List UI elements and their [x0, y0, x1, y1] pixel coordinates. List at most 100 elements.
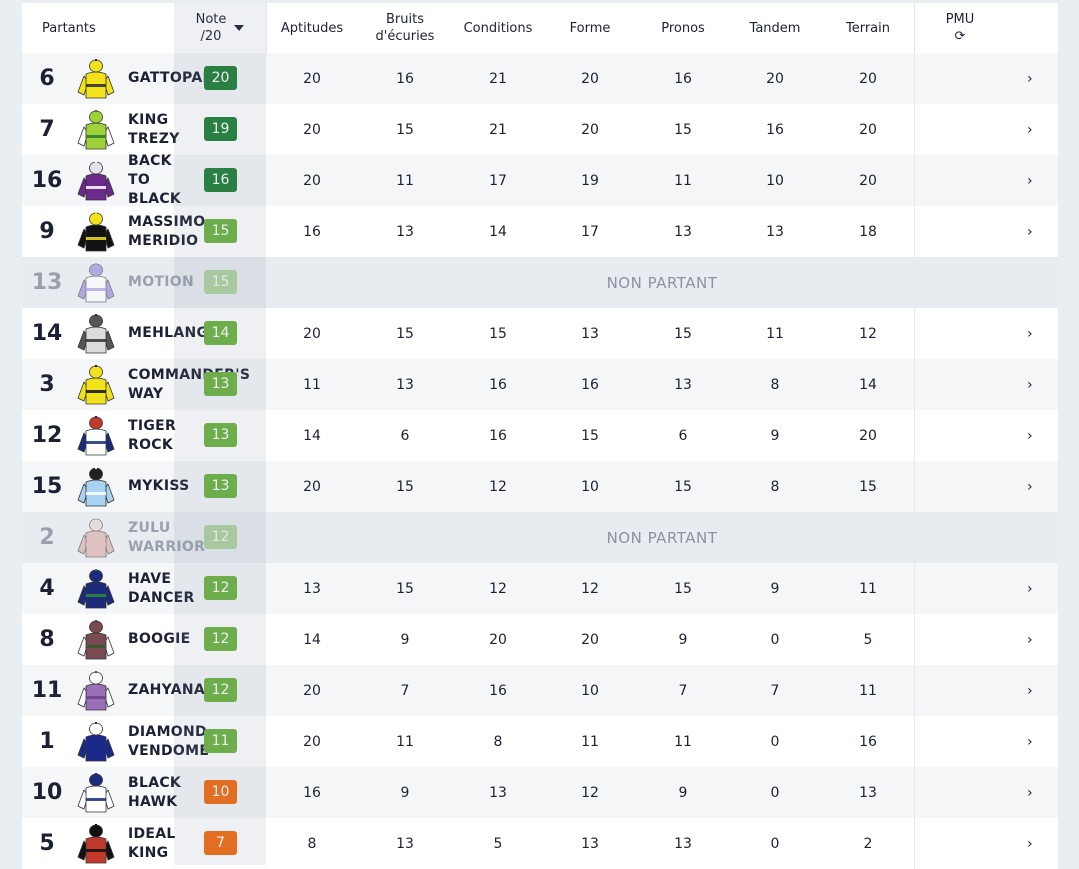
chevron-right-icon[interactable]: ›: [1027, 121, 1033, 138]
chevron-right-icon[interactable]: ›: [1027, 580, 1033, 597]
partants-table: Partants Note /20 Aptitudes Bruits d'écur…: [22, 3, 1058, 869]
header-note-sort[interactable]: Note /20: [174, 3, 266, 53]
refresh-icon[interactable]: ⟳: [954, 29, 966, 44]
table-row[interactable]: 4 HAVE DANCER 12 13 15 12 12 15 9 11 ›: [22, 563, 1058, 614]
table-row[interactable]: 12 TIGER ROCK 13 14 6 16 15 6 9 20 ›: [22, 410, 1058, 461]
column-divider: [914, 767, 915, 818]
cell-conditions: 16: [489, 376, 507, 393]
cell-bruits-ecuries: 15: [396, 325, 414, 342]
non-partant-label: NON PARTANT: [606, 273, 718, 292]
horse-name[interactable]: MASSIMO MERIDIO: [128, 213, 206, 249]
chevron-right-icon[interactable]: ›: [1027, 835, 1033, 852]
horse-name[interactable]: HAVE DANCER: [128, 570, 195, 606]
cell-aptitudes: 20: [303, 172, 321, 189]
table-row[interactable]: 11 ZAHYANA 12 20 7 16 10 7 7 11 ›: [22, 665, 1058, 716]
horse-name[interactable]: BLACK HAWK: [128, 774, 182, 810]
chevron-right-icon[interactable]: ›: [1027, 172, 1033, 189]
runner-number: 13: [31, 270, 63, 295]
cell-forme: 20: [581, 631, 599, 648]
runner-number: 3: [39, 372, 55, 397]
horse-name[interactable]: MYKISS: [128, 478, 190, 494]
table-row[interactable]: 14 MEHLANGO 14 20 15 15 13 15 11 12 ›: [22, 308, 1058, 359]
column-divider: [914, 410, 915, 461]
table-row[interactable]: 8 BOOGIE 12 14 9 20 20 9 0 5 ›: [22, 614, 1058, 665]
chevron-right-icon[interactable]: ›: [1027, 325, 1033, 342]
header-terrain[interactable]: Terrain: [845, 20, 890, 36]
table-row[interactable]: 16 BACK TO BLACK 16 20 11 17 19 11 10 20 ›: [22, 153, 1058, 207]
cell-forme: 12: [581, 784, 599, 801]
column-divider: [914, 257, 915, 308]
cell-conditions: 12: [489, 580, 507, 597]
table-row[interactable]: 6 GATTOPARDO 20 20 16 21 20 16 20 20 ›: [22, 53, 1058, 104]
horse-name[interactable]: KING TREZY: [128, 111, 180, 147]
cell-bruits-ecuries: 13: [396, 835, 414, 852]
horse-name[interactable]: DIAMOND VENDOME: [128, 723, 210, 759]
cell-terrain: 12: [859, 325, 877, 342]
cell-conditions: 5: [493, 835, 503, 852]
horse-name[interactable]: MEHLANGO: [128, 325, 221, 341]
chevron-right-icon[interactable]: ›: [1027, 376, 1033, 393]
runner-number: 15: [31, 474, 63, 499]
header-partants[interactable]: Partants: [42, 20, 96, 36]
chevron-right-icon[interactable]: ›: [1027, 427, 1033, 444]
note-badge: 13: [204, 423, 237, 447]
non-partant-label: NON PARTANT: [606, 528, 718, 547]
horse-name[interactable]: TIGER ROCK: [128, 417, 177, 453]
table-row[interactable]: 10 BLACK HAWK 10 16 9 13 12 9 0 13 ›: [22, 767, 1058, 818]
cell-aptitudes: 20: [303, 325, 321, 342]
chevron-right-icon[interactable]: ›: [1027, 733, 1033, 750]
header-bruits-ecuries[interactable]: Bruits d'écuries: [359, 3, 451, 53]
cell-pronos: 9: [678, 631, 688, 648]
cell-pronos: 7: [678, 682, 688, 699]
header-aptitudes[interactable]: Aptitudes: [280, 20, 344, 36]
chevron-right-icon[interactable]: ›: [1027, 784, 1033, 801]
table-row[interactable]: 1 DIAMOND VENDOME 11 20 11 8 11 11 0 16 ›: [22, 716, 1058, 767]
cell-tandem: 11: [766, 325, 784, 342]
cell-aptitudes: 14: [303, 631, 321, 648]
cell-bruits-ecuries: 13: [396, 223, 414, 240]
jockey-silk-icon: [76, 160, 116, 202]
cell-forme: 13: [581, 325, 599, 342]
chevron-right-icon[interactable]: ›: [1027, 70, 1033, 87]
table-row[interactable]: 15 MYKISS 13 20 15 12 10 15 8 15 ›: [22, 461, 1058, 512]
horse-name[interactable]: BOOGIE: [128, 631, 191, 647]
column-divider: [914, 104, 915, 155]
jockey-silk-icon: [76, 313, 116, 355]
header-tandem[interactable]: Tandem: [749, 20, 801, 36]
table-row[interactable]: 9 MASSIMO MERIDIO 15 16 13 14 17 13 13 18 ›: [22, 206, 1058, 257]
cell-aptitudes: 20: [303, 478, 321, 495]
horse-name[interactable]: BACK TO BLACK: [128, 153, 182, 207]
horse-name[interactable]: ZULU WARRIOR: [128, 519, 206, 555]
note-badge: 16: [204, 168, 237, 192]
cell-terrain: 15: [859, 478, 877, 495]
cell-pronos: 15: [674, 580, 692, 597]
table-header: Partants Note /20 Aptitudes Bruits d'écur…: [22, 3, 1058, 53]
horse-name[interactable]: ZAHYANA: [128, 682, 205, 698]
cell-terrain: 20: [859, 70, 877, 87]
chevron-right-icon[interactable]: ›: [1027, 682, 1033, 699]
cell-tandem: 9: [770, 427, 780, 444]
header-pmu[interactable]: PMU ⟳: [914, 3, 1006, 53]
cell-forme: 12: [581, 580, 599, 597]
chevron-right-icon[interactable]: ›: [1027, 631, 1033, 648]
chevron-right-icon[interactable]: ›: [1027, 478, 1033, 495]
runner-number: 16: [31, 168, 63, 193]
cell-aptitudes: 16: [303, 784, 321, 801]
cell-aptitudes: 20: [303, 121, 321, 138]
cell-terrain: 5: [863, 631, 873, 648]
note-badge: 19: [204, 117, 237, 141]
jockey-silk-icon: [76, 619, 116, 661]
header-pronos[interactable]: Pronos: [661, 20, 705, 36]
horse-name[interactable]: IDEAL KING: [128, 825, 176, 861]
runner-number: 1: [39, 729, 55, 754]
chevron-right-icon[interactable]: ›: [1027, 223, 1033, 240]
header-conditions[interactable]: Conditions: [463, 20, 533, 36]
cell-forme: 19: [581, 172, 599, 189]
horse-name[interactable]: MOTION: [128, 274, 195, 290]
header-forme[interactable]: Forme: [569, 20, 611, 36]
jockey-silk-icon: [76, 109, 116, 151]
table-row[interactable]: 3 COMMANDER'S WAY 13 11 13 16 16 13 8 14 ›: [22, 359, 1058, 410]
note-badge: 13: [204, 474, 237, 498]
table-row[interactable]: 7 KING TREZY 19 20 15 21 20 15 16 20 ›: [22, 104, 1058, 155]
table-row[interactable]: 5 IDEAL KING 7 8 13 5 13 13 0 2 ›: [22, 818, 1058, 869]
